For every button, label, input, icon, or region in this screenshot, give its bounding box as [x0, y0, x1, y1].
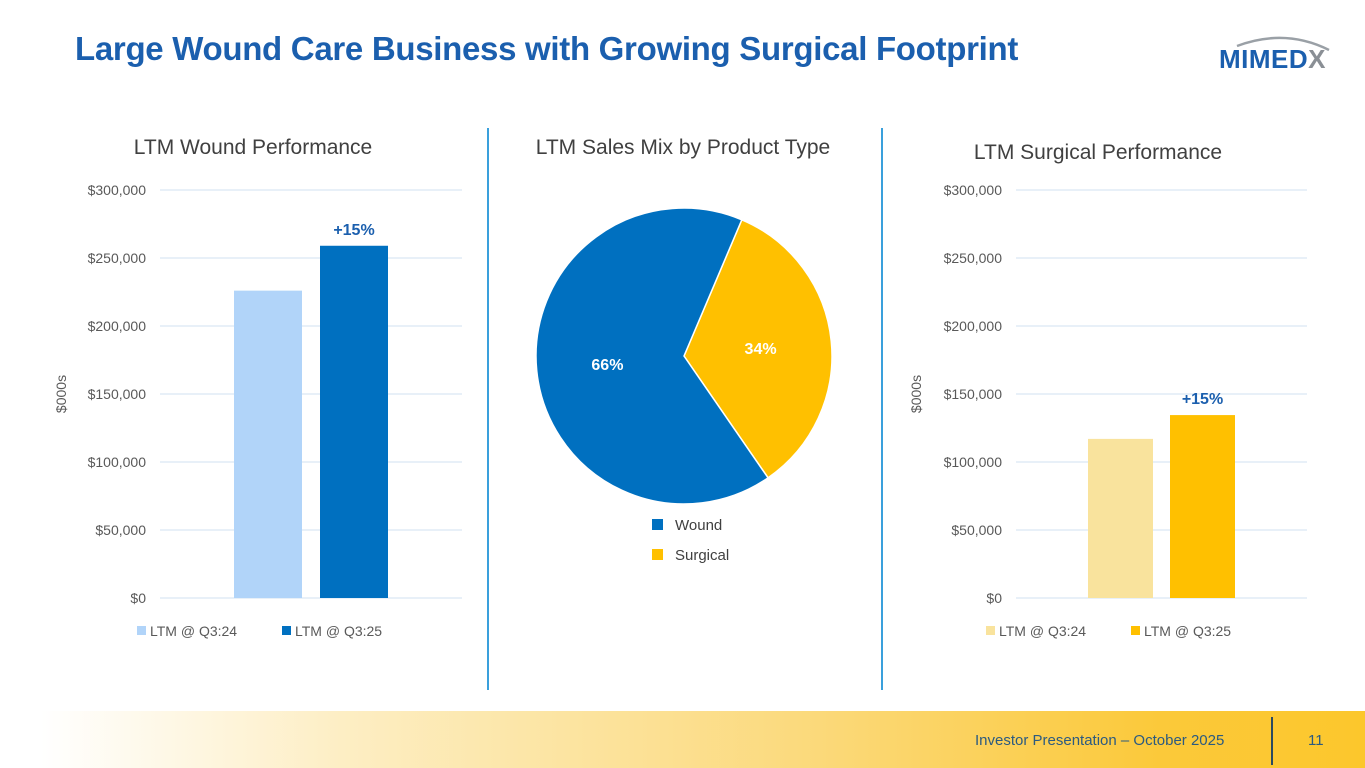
y-tick-label: $0 — [130, 590, 146, 606]
legend-label: LTM @ Q3:24 — [999, 623, 1086, 639]
divider-left — [487, 128, 489, 690]
pie-slice-wound — [535, 207, 770, 505]
growth-annotation: +15% — [1182, 391, 1223, 408]
legend-swatch — [282, 626, 291, 635]
bar-ltm-q3-25 — [1170, 415, 1235, 598]
y-tick-label: $150,000 — [88, 386, 147, 402]
legend-swatch-wound — [652, 519, 663, 530]
surgical-bar-chart: $0 $50,000 $100,000 $150,000 $200,000 $250,00… — [908, 182, 1307, 639]
bar-ltm-q3-24 — [234, 290, 302, 598]
y-tick-label: $250,000 — [944, 250, 1003, 266]
legend-label-surgical: Surgical — [675, 547, 729, 564]
y-tick-label: $50,000 — [95, 522, 146, 538]
legend-label: LTM @ Q3:25 — [295, 623, 382, 639]
pie-label-wound: 66% — [591, 357, 623, 374]
y-tick-label: $100,000 — [88, 454, 147, 470]
y-tick-label: $0 — [986, 590, 1002, 606]
y-tick-label: $100,000 — [944, 454, 1003, 470]
page-number: 11 — [1308, 732, 1324, 749]
legend-swatch-surgical — [652, 549, 663, 560]
y-tick-label: $300,000 — [88, 182, 147, 198]
y-tick-label: $50,000 — [951, 522, 1002, 538]
legend-label: LTM @ Q3:24 — [150, 623, 237, 639]
sales-mix-pie-chart: 34% 66% Wound Surgical — [535, 207, 833, 564]
footer-text: Investor Presentation – October 2025 — [975, 732, 1225, 749]
divider-right — [881, 128, 883, 690]
wound-bar-chart: $0 $50,000 $100,000 $150,000 $200,000 $250,00… — [53, 182, 462, 639]
logo-arc-icon — [1236, 36, 1330, 52]
bar-ltm-q3-25 — [320, 245, 388, 598]
legend-swatch — [137, 626, 146, 635]
pie-slice-surgical — [683, 218, 833, 479]
mimedx-logo: MIMEDX — [1215, 30, 1335, 80]
y-tick-label: $250,000 — [88, 250, 147, 266]
legend-swatch — [986, 626, 995, 635]
surgical-chart-title: LTM Surgical Performance — [973, 141, 1223, 164]
mix-chart-title: LTM Sales Mix by Product Type — [535, 136, 831, 159]
bar-ltm-q3-24 — [1088, 438, 1153, 598]
footer-separator — [1271, 717, 1273, 765]
y-tick-label: $150,000 — [944, 386, 1003, 402]
logo-text-accent: X — [1308, 44, 1327, 74]
y-tick-label: $200,000 — [944, 318, 1003, 334]
y-tick-label: $200,000 — [88, 318, 147, 334]
growth-annotation: +15% — [333, 222, 374, 239]
footer-band — [0, 711, 1365, 768]
logo-text-main: MIMED — [1219, 44, 1309, 74]
y-tick-label: $300,000 — [944, 182, 1003, 198]
y-axis-label: $000s — [53, 375, 69, 413]
legend-label-wound: Wound — [675, 517, 722, 534]
y-axis-label: $000s — [908, 375, 924, 413]
legend-label: LTM @ Q3:25 — [1144, 623, 1231, 639]
pie-label-surgical: 34% — [745, 341, 777, 358]
wound-chart-title: LTM Wound Performance — [133, 136, 373, 159]
slide-title: Large Wound Care Business with Growing S… — [75, 30, 1019, 67]
legend-swatch — [1131, 626, 1140, 635]
